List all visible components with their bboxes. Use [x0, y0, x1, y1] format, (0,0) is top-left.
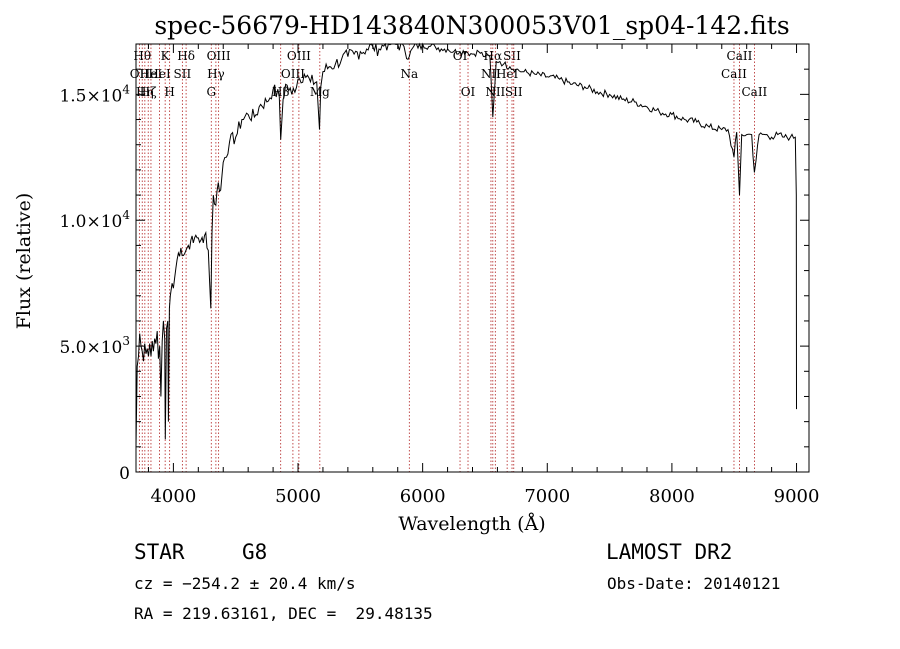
line-marker-label: OII	[130, 67, 150, 81]
line-marker-label: SII	[503, 49, 521, 63]
plot-frame	[135, 43, 810, 473]
line-marker-label: Na	[400, 67, 418, 81]
y-tick-label: 5.0×103	[59, 334, 130, 358]
spectrum-series-line	[135, 42, 797, 447]
line-marker-label: HeI	[496, 67, 519, 81]
line-marker-label: Hζ	[140, 85, 157, 99]
x-tick-label: 8000	[649, 486, 695, 507]
observation-date: Obs-Date: 20140121	[607, 574, 781, 593]
x-axis-label: Wavelength (Å)	[398, 513, 545, 535]
x-axis: 4000 5000 6000 7000 8000 9000	[147, 44, 820, 507]
x-tick-label: 5000	[275, 486, 321, 507]
line-marker-label: Hγ	[207, 67, 225, 81]
object-class: STAR	[134, 540, 185, 564]
y-tick-label: 1.0×104	[59, 208, 130, 232]
y-axis: 0 5.0×103 1.0×104 1.5×104	[59, 43, 809, 484]
line-marker-label: G	[206, 85, 216, 99]
coordinates: RA = 219.63161, DEC = 29.48135	[134, 604, 433, 623]
line-marker-label: HeI	[140, 67, 163, 81]
line-marker-label: CaII	[727, 49, 753, 63]
line-marker-label: K	[161, 49, 171, 63]
survey-name: LAMOST DR2	[606, 540, 733, 564]
line-marker-label: CaII	[721, 67, 747, 81]
line-marker-label: HeI	[148, 67, 171, 81]
line-marker-label: Hη	[136, 85, 154, 99]
x-tick-label: 7000	[524, 486, 570, 507]
line-marker-label: Mg	[310, 85, 330, 99]
object-subclass: G8	[242, 540, 268, 564]
line-marker-label: OIII	[281, 67, 305, 81]
line-marker-label: SII	[505, 85, 523, 99]
redshift-velocity: cz = −254.2 ± 20.4 km/s	[134, 574, 356, 593]
line-marker-label: OIII	[207, 49, 231, 63]
line-marker-label: OIII	[287, 49, 311, 63]
x-tick-label: 9000	[774, 486, 820, 507]
line-marker-label: CaII	[741, 85, 767, 99]
line-marker-label: H	[164, 85, 174, 99]
line-marker-label: OI	[461, 85, 476, 99]
y-tick-label: 1.5×104	[59, 82, 130, 106]
y-axis-label: Flux (relative)	[13, 193, 35, 330]
y-tick-label: 0	[119, 464, 130, 484]
line-marker-label: Hα	[484, 49, 503, 63]
line-markers: OIIHθHηHζHeIHeIKHSIIHδGHγOIIIHβOIIIOIIIM…	[130, 44, 768, 472]
line-marker-label: Hδ	[177, 49, 195, 63]
x-tick-label: 6000	[400, 486, 446, 507]
line-marker-label: Hθ	[133, 49, 151, 63]
chart-title: spec-56679-HD143840N300053V01_sp04-142.f…	[154, 11, 789, 40]
line-marker-label: NII	[485, 85, 505, 99]
line-marker-label: SII	[174, 67, 192, 81]
x-tick-label: 4000	[150, 486, 196, 507]
